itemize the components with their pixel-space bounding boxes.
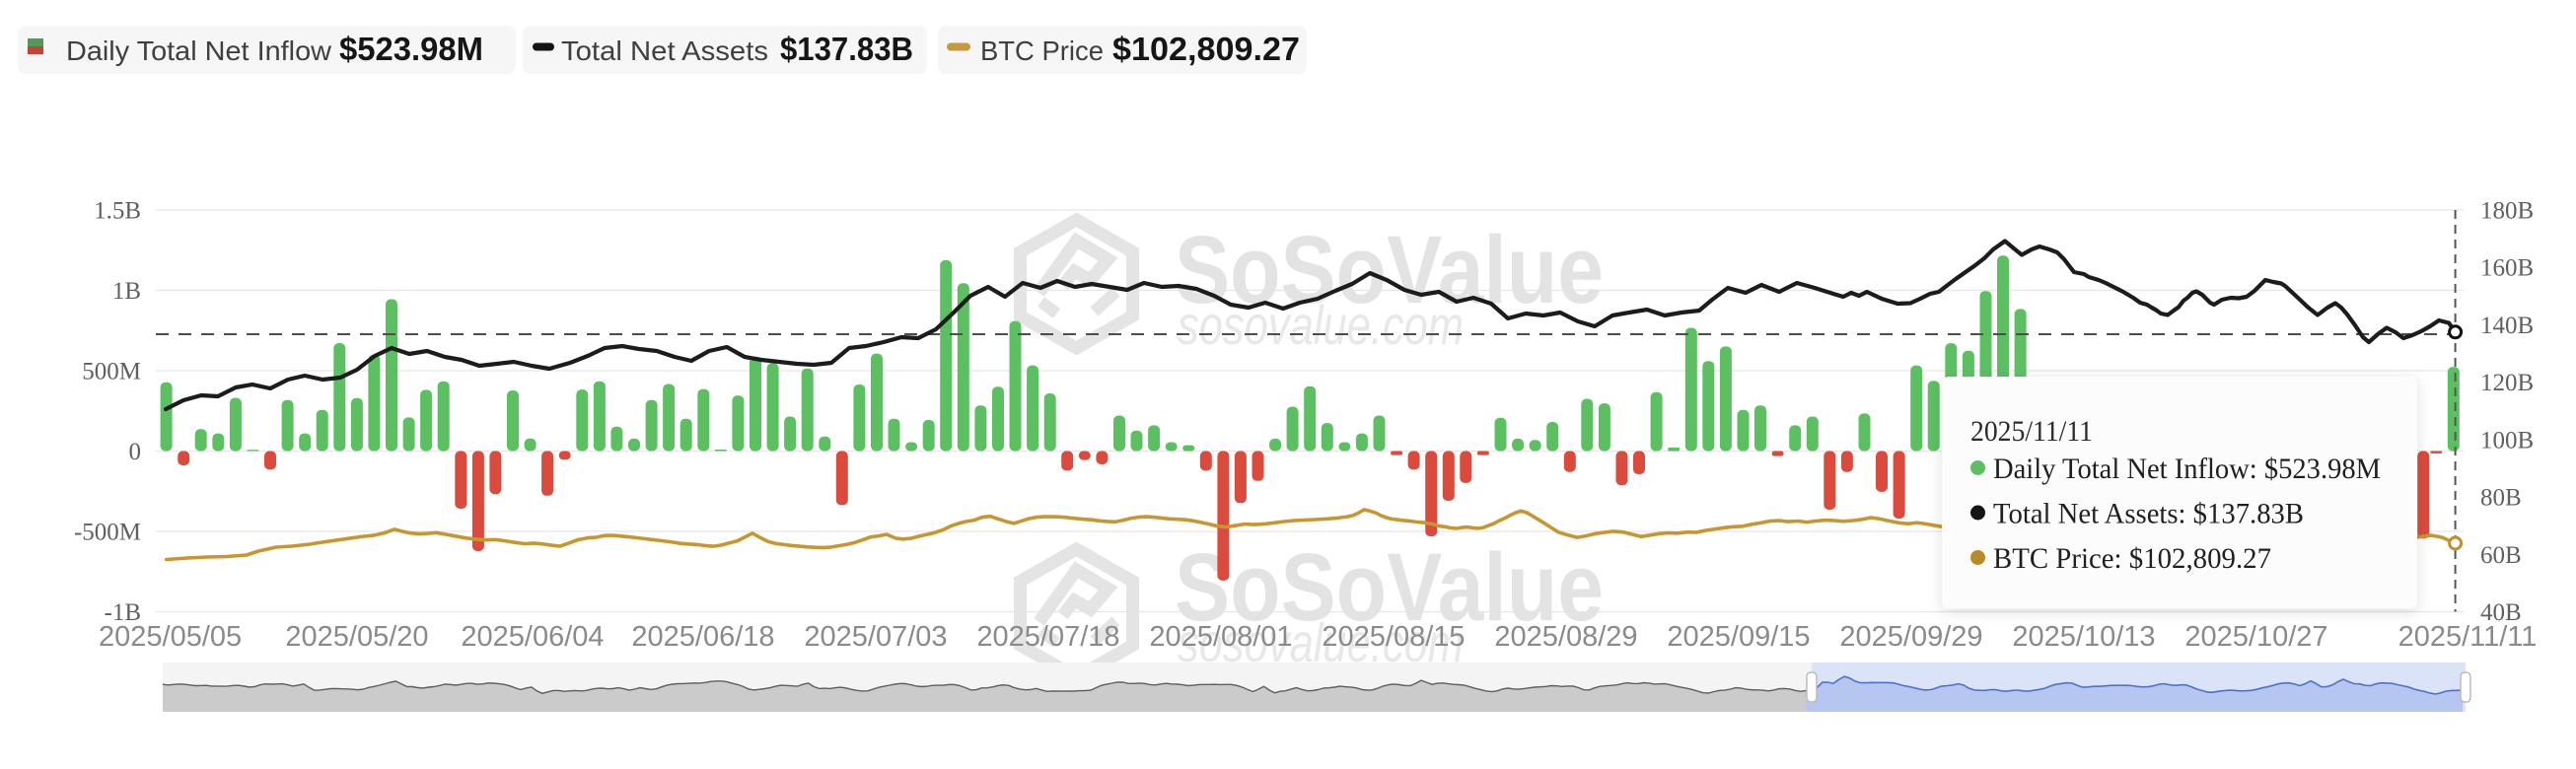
svg-text:100B: 100B (2480, 427, 2534, 454)
svg-text:2025/07/03: 2025/07/03 (804, 621, 947, 653)
svg-text:Total Net Assets: $137.83B: Total Net Assets: $137.83B (1993, 498, 2304, 530)
svg-text:40B: 40B (2480, 599, 2522, 626)
svg-text:500M: 500M (82, 359, 141, 385)
svg-text:BTC Price: $102,809.27: BTC Price: $102,809.27 (1993, 542, 2271, 575)
svg-text:2025/06/04: 2025/06/04 (461, 621, 604, 653)
svg-text:2025/05/20: 2025/05/20 (285, 621, 428, 653)
svg-text:BTC Price: BTC Price (980, 35, 1104, 66)
svg-text:$137.83B: $137.83B (780, 31, 913, 67)
svg-text:2025/08/01: 2025/08/01 (1149, 621, 1292, 653)
svg-text:2025/10/13: 2025/10/13 (2012, 621, 2155, 653)
svg-text:Daily Total Net Inflow: Daily Total Net Inflow (66, 35, 332, 66)
svg-text:2025/05/05: 2025/05/05 (99, 621, 242, 653)
svg-text:120B: 120B (2480, 370, 2534, 396)
svg-text:160B: 160B (2480, 255, 2534, 282)
svg-text:2025/08/29: 2025/08/29 (1494, 621, 1637, 653)
svg-text:-500M: -500M (74, 520, 141, 546)
svg-text:2025/11/11: 2025/11/11 (2398, 621, 2538, 653)
svg-text:180B: 180B (2480, 198, 2534, 225)
svg-text:2025/09/15: 2025/09/15 (1667, 621, 1810, 653)
svg-text:80B: 80B (2480, 485, 2522, 512)
svg-text:2025/06/18: 2025/06/18 (631, 621, 774, 653)
svg-text:0: 0 (129, 439, 142, 465)
svg-text:2025/08/15: 2025/08/15 (1322, 621, 1465, 653)
svg-text:$102,809.27: $102,809.27 (1112, 31, 1300, 67)
svg-text:-1B: -1B (105, 599, 142, 626)
svg-text:2025/07/18: 2025/07/18 (976, 621, 1119, 653)
svg-text:140B: 140B (2480, 313, 2534, 339)
svg-text:2025/10/27: 2025/10/27 (2184, 621, 2327, 653)
svg-text:1.5B: 1.5B (94, 198, 141, 225)
svg-text:2025/09/29: 2025/09/29 (1839, 621, 1982, 653)
svg-text:60B: 60B (2480, 542, 2522, 569)
svg-text:1B: 1B (112, 278, 141, 305)
svg-text:$523.98M: $523.98M (339, 31, 483, 67)
svg-text:2025/11/11: 2025/11/11 (1970, 415, 2093, 448)
svg-text:Daily Total Net Inflow: $523.9: Daily Total Net Inflow: $523.98M (1993, 453, 2381, 485)
svg-text:sosovalue.com: sosovalue.com (1178, 294, 1464, 356)
svg-text:SoSoValue: SoSoValue (1175, 533, 1604, 641)
svg-text:Total Net Assets: Total Net Assets (561, 35, 768, 66)
